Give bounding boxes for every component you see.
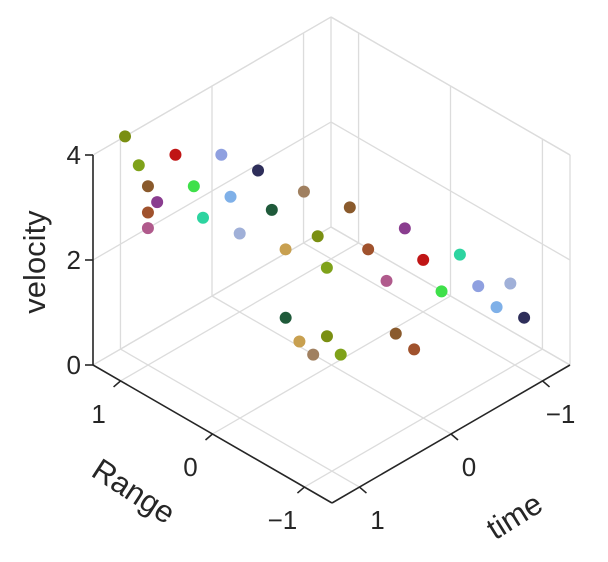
data-point [307, 348, 320, 361]
z-tick-label: 4 [67, 140, 81, 170]
data-point [279, 243, 292, 256]
data-point [252, 164, 265, 177]
x-axis-title: time [480, 486, 548, 547]
grid [92, 16, 571, 488]
data-point [490, 301, 503, 314]
data-point [297, 185, 310, 198]
wall-grid-z [330, 16, 571, 156]
floor-grid-y [212, 295, 451, 435]
data-point [417, 253, 430, 266]
z-tick-label: 2 [67, 245, 81, 275]
floor-grid-y [304, 348, 543, 488]
data-point [141, 206, 154, 219]
data-point [435, 285, 448, 298]
data-point [380, 274, 393, 287]
data-point [334, 348, 347, 361]
data-point [141, 180, 154, 193]
data-point [197, 211, 209, 224]
data-point [132, 159, 145, 172]
data-point [233, 227, 246, 240]
data-point [187, 180, 200, 193]
data-point [224, 190, 237, 203]
y-tick-mark [113, 380, 122, 388]
x-tick-mark [450, 433, 459, 441]
z-axis-title: velocity [17, 210, 52, 314]
data-point [119, 130, 132, 143]
data-point [362, 243, 375, 256]
data-point [320, 261, 333, 274]
wall-grid-z [92, 121, 332, 261]
x-tick-label: 1 [370, 505, 384, 535]
data-point [320, 330, 333, 343]
data-point [398, 222, 411, 235]
data-point [293, 335, 306, 348]
data-point [453, 248, 466, 261]
data-point [343, 201, 356, 214]
y-tick-label: 0 [183, 452, 197, 482]
y-tick-label: 1 [91, 399, 105, 429]
x-tick-mark [542, 380, 551, 388]
z-tick-label: 0 [67, 350, 81, 380]
data-point [504, 277, 517, 290]
data-point [215, 148, 228, 161]
data-point [265, 203, 278, 216]
data-point [311, 230, 324, 243]
data-point [151, 196, 164, 209]
data-point [141, 222, 154, 235]
x-tick-mark [358, 486, 367, 494]
data-point [472, 280, 485, 293]
data-points [119, 130, 531, 361]
data-point [169, 148, 182, 161]
wall-grid-z [330, 121, 571, 261]
wall-grid-z [92, 16, 332, 156]
axes [85, 154, 571, 504]
y-tick-mark [204, 433, 214, 441]
y-axis-title: Range [86, 452, 182, 531]
x-tick-label: −1 [546, 399, 576, 429]
data-point [279, 311, 292, 324]
y-tick-mark [296, 486, 305, 494]
x-tick-label: 0 [462, 452, 476, 482]
data-point [389, 327, 402, 340]
y-tick-label: −1 [268, 505, 298, 535]
data-point [408, 343, 421, 356]
floor-grid-y [120, 242, 359, 382]
data-point [518, 311, 531, 324]
